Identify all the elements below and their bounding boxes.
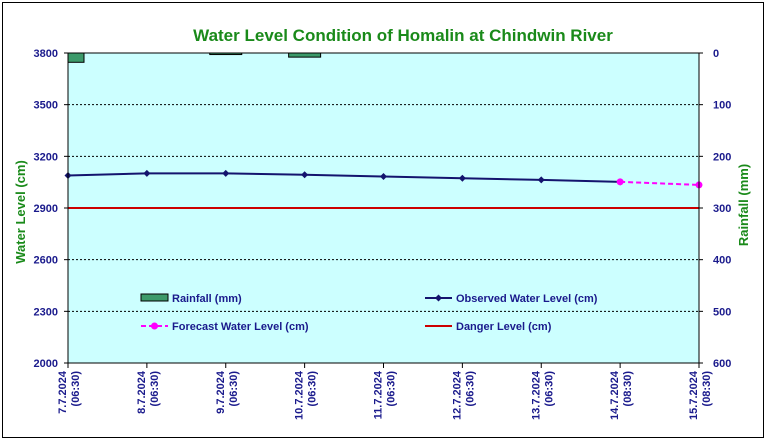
y2-tick-label: 200: [713, 151, 731, 163]
x-tick-label: 11.7.2024 (06:30): [373, 370, 398, 419]
legend-label: Forecast Water Level (cm): [172, 321, 309, 333]
x-tick-date: 10.7.2024: [294, 370, 306, 420]
y2-tick-label: 600: [713, 358, 731, 370]
x-tick-time: (08:30): [622, 371, 634, 407]
legend-entry: Rainfall (mm): [140, 293, 242, 305]
legend-label: Danger Level (cm): [456, 321, 552, 333]
y2-tick-label: 400: [713, 255, 731, 267]
observed-point: [380, 172, 387, 180]
legend-swatch-rainfall: [140, 293, 169, 302]
x-tick-time: (06:30): [543, 371, 555, 407]
y2-axis-title: Rainfall (mm): [736, 164, 751, 246]
y-tick-label: 3200: [34, 151, 58, 163]
legend-entry: Danger Level (cm): [425, 321, 552, 333]
x-tick-date: 14.7.2024: [609, 370, 621, 420]
legend-marker-observed: [435, 294, 442, 302]
x-tick-label: 14.7.2024 (08:30): [609, 370, 634, 420]
plot-area: 2000 2300 2600 2900 3200 3500 3800 0 100 200 300 40…: [34, 48, 732, 420]
x-tick-date: 13.7.2024: [530, 370, 542, 420]
x-tick-date: 8.7.2024: [136, 370, 148, 414]
observed-point: [143, 169, 151, 177]
x-tick-time: (06:30): [70, 371, 82, 407]
x-tick-label: 12.7.2024 (06:30): [451, 370, 476, 420]
observed-water-level-line: [67, 172, 621, 183]
y-tick-label: 2000: [34, 358, 58, 370]
x-tick-date: 11.7.2024: [373, 370, 385, 419]
x-tick-label: 10.7.2024 (06:30): [294, 370, 319, 420]
x-tick-time: (08:30): [701, 371, 713, 407]
x-tick-time: (06:30): [149, 371, 161, 407]
x-tick-date: 15.7.2024: [688, 370, 700, 420]
x-tick-date: 12.7.2024: [451, 370, 463, 420]
legend-label: Rainfall (mm): [172, 293, 242, 305]
x-tick-label: 15.7.2024 (08:30): [688, 370, 713, 420]
y2-tick-label: 300: [713, 203, 731, 215]
y2-tick-label: 500: [713, 306, 731, 318]
observed-point: [537, 176, 545, 184]
observed-point: [222, 169, 230, 177]
x-tick-label: 9.7.2024 (06:30): [215, 370, 240, 414]
x-tick-label: 8.7.2024 (06:30): [136, 370, 161, 414]
x-tick-label: 13.7.2024 (06:30): [530, 370, 555, 420]
rainfall-bar: [67, 52, 85, 63]
x-tick-date: 9.7.2024: [215, 370, 227, 414]
x-tick-time: (06:30): [307, 371, 319, 407]
y-axis-title: Water Level (cm): [13, 160, 28, 264]
forecast-point: [616, 178, 624, 186]
chart-title: Water Level Condition of Homalin at Chin…: [193, 26, 613, 45]
legend-entry: Forecast Water Level (cm): [141, 321, 309, 333]
legend-entry: Observed Water Level (cm): [425, 293, 598, 305]
legend: Rainfall (mm) Observed Water Level (cm) Fo…: [140, 293, 598, 333]
y-tick-label: 2300: [34, 306, 58, 318]
y-tick-label: 2900: [34, 203, 58, 215]
y-tick-label: 3500: [34, 100, 58, 112]
rainfall-bar: [288, 52, 322, 58]
y-tick-label: 3800: [34, 48, 58, 60]
observed-point: [301, 171, 309, 179]
x-tick-date: 7.7.2024: [57, 370, 69, 414]
legend-label: Observed Water Level (cm): [456, 293, 598, 305]
x-tick-time: (06:30): [386, 371, 398, 407]
legend-marker-forecast: [151, 322, 158, 330]
y2-tick-label: 100: [713, 100, 731, 112]
y-tick-label: 2600: [34, 255, 58, 267]
y2-tick-label: 0: [713, 48, 719, 60]
forecast-water-level-line: [620, 180, 700, 186]
x-tick-label: 7.7.2024 (06:30): [57, 370, 82, 414]
observed-point: [458, 174, 466, 182]
x-tick-time: (06:30): [228, 371, 240, 407]
x-tick-time: (06:30): [464, 371, 476, 407]
